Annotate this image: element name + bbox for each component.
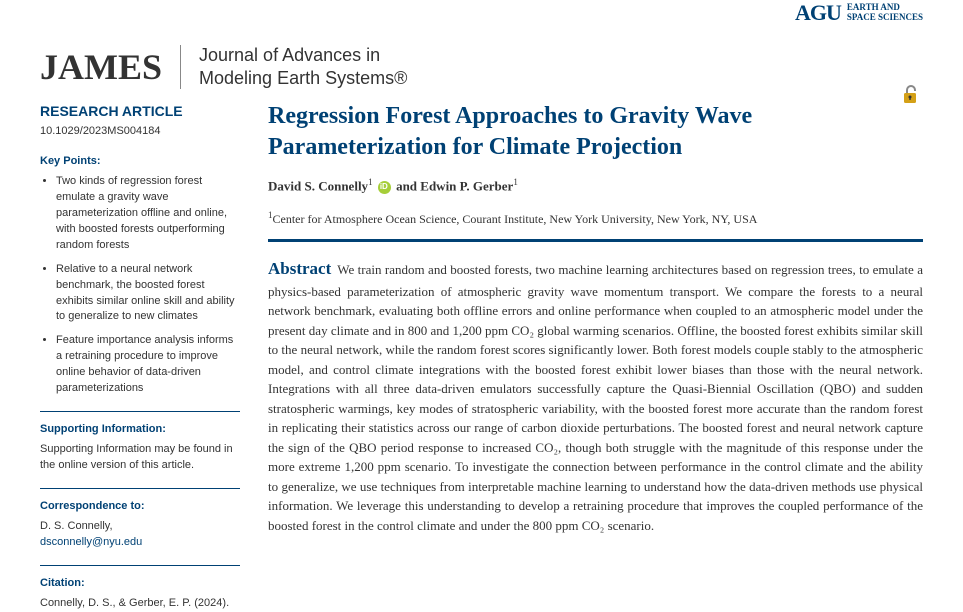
agu-text: EARTH AND SPACE SCIENCES <box>847 3 923 23</box>
author-affil-sup: 1 <box>368 177 373 187</box>
key-points-list: Two kinds of regression forest emulate a… <box>40 174 240 397</box>
article-type: RESEARCH ARTICLE <box>40 101 240 121</box>
correspondence-heading: Correspondence to: <box>40 488 240 515</box>
journal-title: Journal of Advances in Modeling Earth Sy… <box>199 44 407 91</box>
abstract-text: We train random and boosted forests, two… <box>268 262 923 533</box>
authors: David S. Connelly1 and Edwin P. Gerber1 <box>268 177 923 194</box>
citation-text: Connelly, D. S., & Gerber, E. P. (2024). <box>40 596 240 612</box>
doi: 10.1029/2023MS004184 <box>40 124 240 140</box>
key-points-heading: Key Points: <box>40 154 240 170</box>
agu-mark: AGU <box>795 0 841 26</box>
key-point: Relative to a neural network benchmark, … <box>56 262 240 326</box>
supporting-info-heading: Supporting Information: <box>40 411 240 438</box>
citation-heading: Citation: <box>40 565 240 592</box>
key-point: Two kinds of regression forest emulate a… <box>56 174 240 254</box>
author-and: and <box>396 178 420 193</box>
journal-header: JAMES Journal of Advances in Modeling Ea… <box>0 26 963 101</box>
author-name: Edwin P. Gerber <box>420 178 513 193</box>
journal-divider <box>180 45 181 89</box>
open-access-lock-icon <box>899 82 923 106</box>
header-logos: AGU EARTH AND SPACE SCIENCES <box>0 0 963 26</box>
author-affil-sup: 1 <box>513 177 518 187</box>
abstract: AbstractWe train random and boosted fore… <box>268 256 923 535</box>
author-name: David S. Connelly <box>268 178 368 193</box>
correspondence-email[interactable]: dsconnelly@nyu.edu <box>40 535 240 551</box>
section-rule <box>268 239 923 242</box>
abstract-label: Abstract <box>268 259 331 278</box>
agu-logo: AGU EARTH AND SPACE SCIENCES <box>795 0 923 26</box>
sidebar: RESEARCH ARTICLE 10.1029/2023MS004184 Ke… <box>40 101 240 612</box>
correspondence-name: D. S. Connelly, <box>40 519 240 535</box>
orcid-icon[interactable] <box>378 181 391 194</box>
article-title: Regression Forest Approaches to Gravity … <box>268 101 923 163</box>
content: RESEARCH ARTICLE 10.1029/2023MS004184 Ke… <box>0 101 963 612</box>
main: Regression Forest Approaches to Gravity … <box>268 101 923 612</box>
key-point: Feature importance analysis informs a re… <box>56 333 240 397</box>
supporting-info-text: Supporting Information may be found in t… <box>40 442 240 474</box>
affiliation-text: Center for Atmosphere Ocean Science, Cou… <box>273 212 758 226</box>
affiliation: 1Center for Atmosphere Ocean Science, Co… <box>268 210 923 227</box>
james-logo: JAMES <box>40 46 162 88</box>
